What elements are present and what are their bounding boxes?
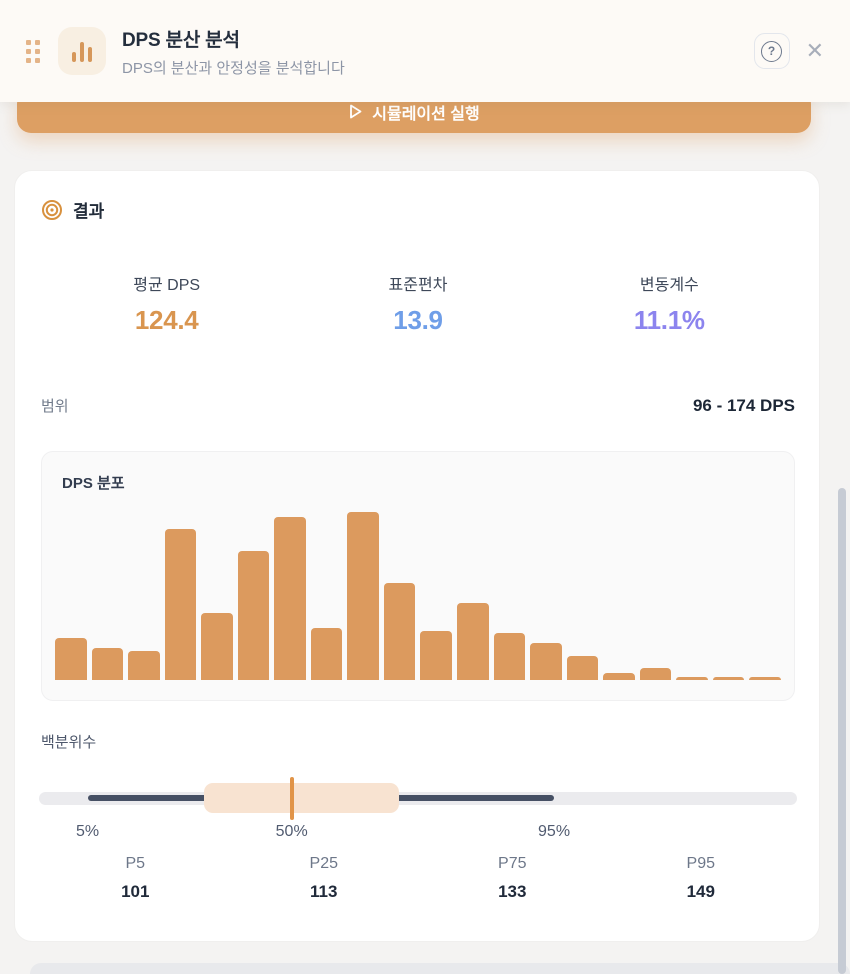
vertical-scrollbar-thumb[interactable] [838,488,846,974]
histogram-bar [749,676,781,680]
percentile-p95: P95 149 [607,855,796,902]
histogram-bar [603,673,635,680]
percentile-value: 113 [310,882,338,901]
histogram-bar [676,676,708,680]
stat-value: 11.1% [633,305,705,335]
dps-distribution-chart: DPS 분포 [41,451,795,701]
histogram-bars [55,512,781,680]
widget-header: DPS 분산 분석 DPS의 분산과 안정성을 분석합니다 ? ✕ [0,0,850,102]
histogram-bar [639,668,672,680]
next-section-top-edge [30,963,850,974]
close-button[interactable]: ✕ [805,38,824,63]
histogram-bar [347,512,379,680]
histogram-bar [164,528,197,680]
percentile-p5: P5 101 [41,855,230,902]
slider-tick-label: 95% [538,823,571,840]
histogram-bar [201,612,233,680]
slider-tick-label: 50% [275,823,308,840]
stats-row: 평균 DPS 124.4 표준편차 13.9 변동계수 11.1% [41,271,795,336]
slider-iqr-box [204,783,399,813]
percentile-slider [39,771,797,823]
histogram-bar [383,582,416,680]
drag-handle-icon[interactable] [26,39,40,63]
stat-value: 124.4 [134,305,199,335]
section-title: 결과 [73,202,105,221]
stat-value: 13.9 [393,305,443,335]
percentile-value: 133 [498,882,527,901]
histogram-bar [712,676,745,680]
stat-label: 변동계수 [639,277,699,294]
percentiles-label: 백분위수 [41,734,97,751]
target-icon [42,199,62,220]
play-icon [350,104,362,119]
help-button[interactable]: ? [753,33,790,69]
results-card: 결과 평균 DPS 124.4 표준편차 13.9 변동계수 11.1% 범위 … [14,170,820,942]
chart-title: DPS 분포 [62,475,125,492]
histogram-bar [91,648,124,680]
slider-tick-labels: 5% 50% 95% [39,823,797,845]
percentile-p75: P75 133 [418,855,607,902]
percentile-label: P95 [686,855,715,872]
slider-median-marker[interactable] [289,777,294,820]
stat-std-dev: 표준편차 13.9 [292,271,543,336]
stat-cov: 변동계수 11.1% [544,271,795,336]
histogram-bar [128,651,160,680]
widget-title: DPS 분산 분석 [122,29,240,51]
percentile-grid: P5 101 P25 113 P75 133 P95 149 [41,855,795,902]
range-label: 범위 [41,398,69,415]
range-row: 범위 96 - 174 DPS [41,395,795,416]
histogram-bar [55,638,87,680]
stat-label: 평균 DPS [133,277,201,294]
percentile-value: 149 [686,882,715,901]
question-mark-icon: ? [761,40,783,62]
histogram-bar [493,632,526,680]
histogram-bar [420,631,453,680]
percentile-value: 101 [121,882,150,901]
run-simulation-label: 시뮬레이션 실행 [372,105,480,123]
histogram-bar [274,517,306,680]
histogram-bar [457,602,489,680]
histogram-bar [530,643,562,680]
histogram-bar [566,656,599,680]
percentile-label: P5 [125,855,146,872]
widget-subtitle: DPS의 분산과 안정성을 분석합니다 [122,59,345,77]
percentile-p25: P25 113 [230,855,419,902]
slider-tick-label: 5% [76,823,100,840]
range-value: 96 - 174 DPS [692,396,795,415]
histogram-bar [310,627,343,680]
stat-mean-dps: 평균 DPS 124.4 [41,271,292,336]
percentile-label: P25 [309,855,338,872]
stat-label: 표준편차 [388,277,448,294]
bar-chart-icon [58,27,106,75]
percentile-label: P75 [498,855,527,872]
histogram-bar [237,550,270,680]
